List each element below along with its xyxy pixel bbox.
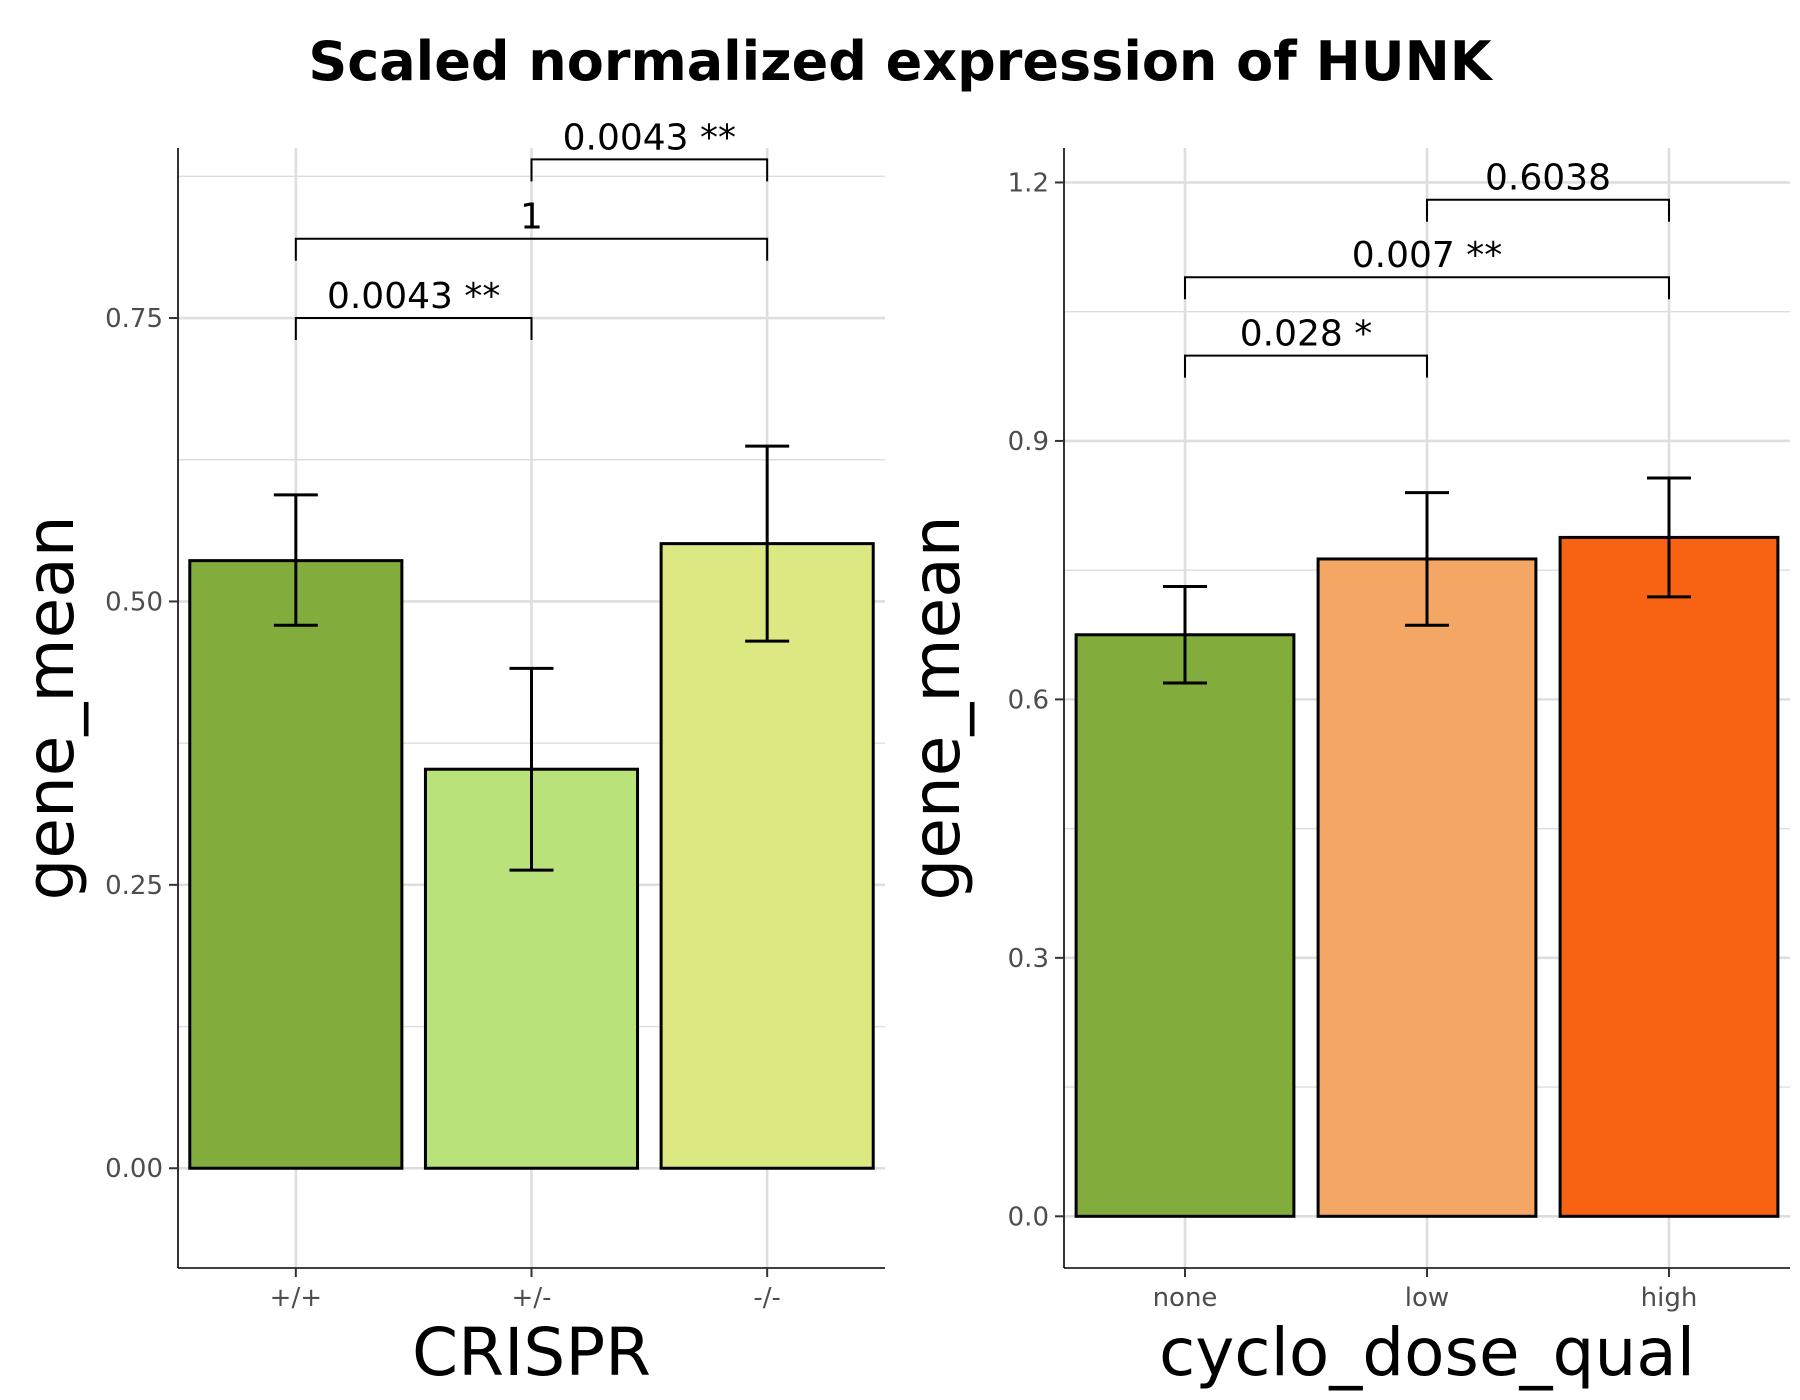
figure-title: Scaled normalized expression of HUNK xyxy=(308,30,1492,93)
comparison-bracket xyxy=(1184,276,1670,300)
comparison-bracket xyxy=(1426,198,1670,222)
y-tick-label: 0.3 xyxy=(1008,944,1049,974)
y-tick-label: 0.9 xyxy=(1008,427,1049,457)
x-tick-label: high xyxy=(1641,1283,1698,1313)
y-tick-label: 0.0 xyxy=(1008,1202,1049,1232)
x-tick-label: +/- xyxy=(512,1283,552,1313)
comparison-label: 1 xyxy=(520,197,543,238)
y-axis-title: gene_mean xyxy=(12,515,89,900)
comparison-label: 0.007 ** xyxy=(1352,235,1503,276)
comparison-bracket xyxy=(530,158,769,182)
bar--/- xyxy=(659,542,875,1170)
x-axis-title: cyclo_dose_qual xyxy=(1159,1314,1695,1391)
x-tick-label: low xyxy=(1405,1283,1449,1313)
bar-+/+ xyxy=(188,559,404,1170)
y-tick-label: 0.50 xyxy=(105,587,163,617)
bar-low xyxy=(1316,557,1538,1218)
x-tick-label: none xyxy=(1153,1283,1218,1313)
comparison-bracket xyxy=(294,317,533,341)
comparison-label: 0.0043 ** xyxy=(563,117,736,158)
y-tick-label: 0.75 xyxy=(105,304,163,334)
comparison-label: 0.6038 xyxy=(1485,158,1611,199)
comparison-label: 0.028 * xyxy=(1240,314,1373,355)
y-tick-label: 0.25 xyxy=(105,871,163,901)
comparison-bracket xyxy=(1184,354,1428,378)
comparison-label: 0.0043 ** xyxy=(327,276,500,317)
chart-panel-right: 0.028 * 0.007 ** 0.6038 0.0 0.3 0.6 0.9 1.2 none… xyxy=(898,148,1790,1391)
bar-high xyxy=(1558,535,1780,1218)
comparison-bracket xyxy=(294,237,769,261)
x-axis-title: CRISPR xyxy=(412,1314,651,1391)
chart-panel-left: 0.0043 ** 1 0.0043 ** 0.00 0.25 0.50 0.75 +/+ +/… xyxy=(12,117,885,1391)
x-tick-label: -/- xyxy=(753,1283,781,1313)
y-tick-label: 0.00 xyxy=(105,1154,163,1184)
x-tick-label: +/+ xyxy=(270,1283,322,1313)
bar-none xyxy=(1074,633,1296,1218)
y-axis-title: gene_mean xyxy=(898,515,975,900)
y-tick-label: 1.2 xyxy=(1008,168,1049,198)
y-tick-label: 0.6 xyxy=(1008,685,1049,715)
